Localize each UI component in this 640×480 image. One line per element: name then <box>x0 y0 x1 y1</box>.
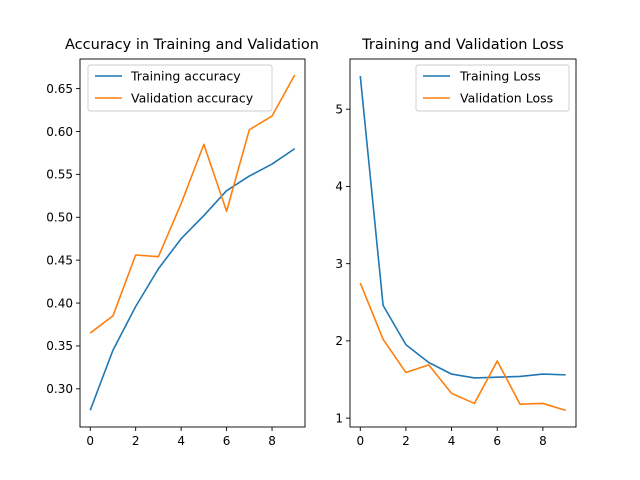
series-line-validation-loss <box>359 282 566 412</box>
accuracy-x-tick-label: 6 <box>223 434 231 448</box>
series-line-training-loss <box>359 75 566 379</box>
accuracy-x-tick-label: 4 <box>177 434 185 448</box>
series-line-training-accuracy <box>89 147 296 411</box>
loss-legend: Training Loss Validation Loss <box>415 64 570 112</box>
accuracy-subplot: Accuracy in Training and Validation 0 2 4 6… <box>46 37 319 448</box>
loss-x-tick-label: 6 <box>493 434 501 448</box>
loss-y-tick-label: 1 <box>335 411 343 425</box>
loss-axes: 0 2 4 6 8 1 2 3 4 5 <box>335 58 577 448</box>
loss-x-tick-label: 4 <box>448 434 456 448</box>
accuracy-y-tick-label: 0.45 <box>46 253 73 267</box>
accuracy-x-tick-label: 0 <box>86 434 94 448</box>
legend-label-training-accuracy: Training accuracy <box>130 69 241 84</box>
accuracy-axes: 0 2 4 6 8 0.30 0.35 0.40 0.45 0.50 0.55 0.60 0.65 <box>46 58 306 448</box>
loss-y-tick-label: 2 <box>335 334 343 348</box>
accuracy-y-tick-label: 0.35 <box>46 339 73 353</box>
legend-label-validation-accuracy: Validation accuracy <box>131 91 254 106</box>
legend-label-validation-loss: Validation Loss <box>460 91 553 106</box>
accuracy-y-tick-label: 0.40 <box>46 296 73 310</box>
series-line-validation-accuracy <box>89 74 296 334</box>
loss-y-tick-label: 5 <box>335 102 343 116</box>
accuracy-x-tick-label: 2 <box>132 434 140 448</box>
accuracy-legend: Training accuracy Validation accuracy <box>87 64 273 112</box>
loss-y-tick-label: 3 <box>335 257 343 271</box>
loss-x-tick-label: 0 <box>356 434 364 448</box>
loss-chart-title: Training and Validation Loss <box>361 37 564 53</box>
accuracy-axes-frame <box>79 58 306 428</box>
accuracy-chart-title: Accuracy in Training and Validation <box>65 37 319 53</box>
accuracy-y-tick-label: 0.55 <box>46 168 73 182</box>
accuracy-y-tick-label: 0.65 <box>46 82 73 96</box>
accuracy-x-tick-label: 8 <box>268 434 276 448</box>
loss-axes-frame <box>349 58 577 428</box>
accuracy-y-tick-label: 0.50 <box>46 211 73 225</box>
accuracy-legend-box <box>87 64 273 112</box>
loss-x-tick-label: 2 <box>402 434 410 448</box>
accuracy-y-tick-label: 0.60 <box>46 125 73 139</box>
accuracy-y-tick-label: 0.30 <box>46 382 73 396</box>
loss-subplot: Training and Validation Loss 0 2 4 6 812345 … <box>335 37 577 448</box>
legend-label-training-loss: Training Loss <box>459 69 541 84</box>
loss-legend-box <box>415 64 570 112</box>
loss-x-tick-label: 8 <box>539 434 547 448</box>
loss-y-tick-label: 4 <box>335 180 343 194</box>
